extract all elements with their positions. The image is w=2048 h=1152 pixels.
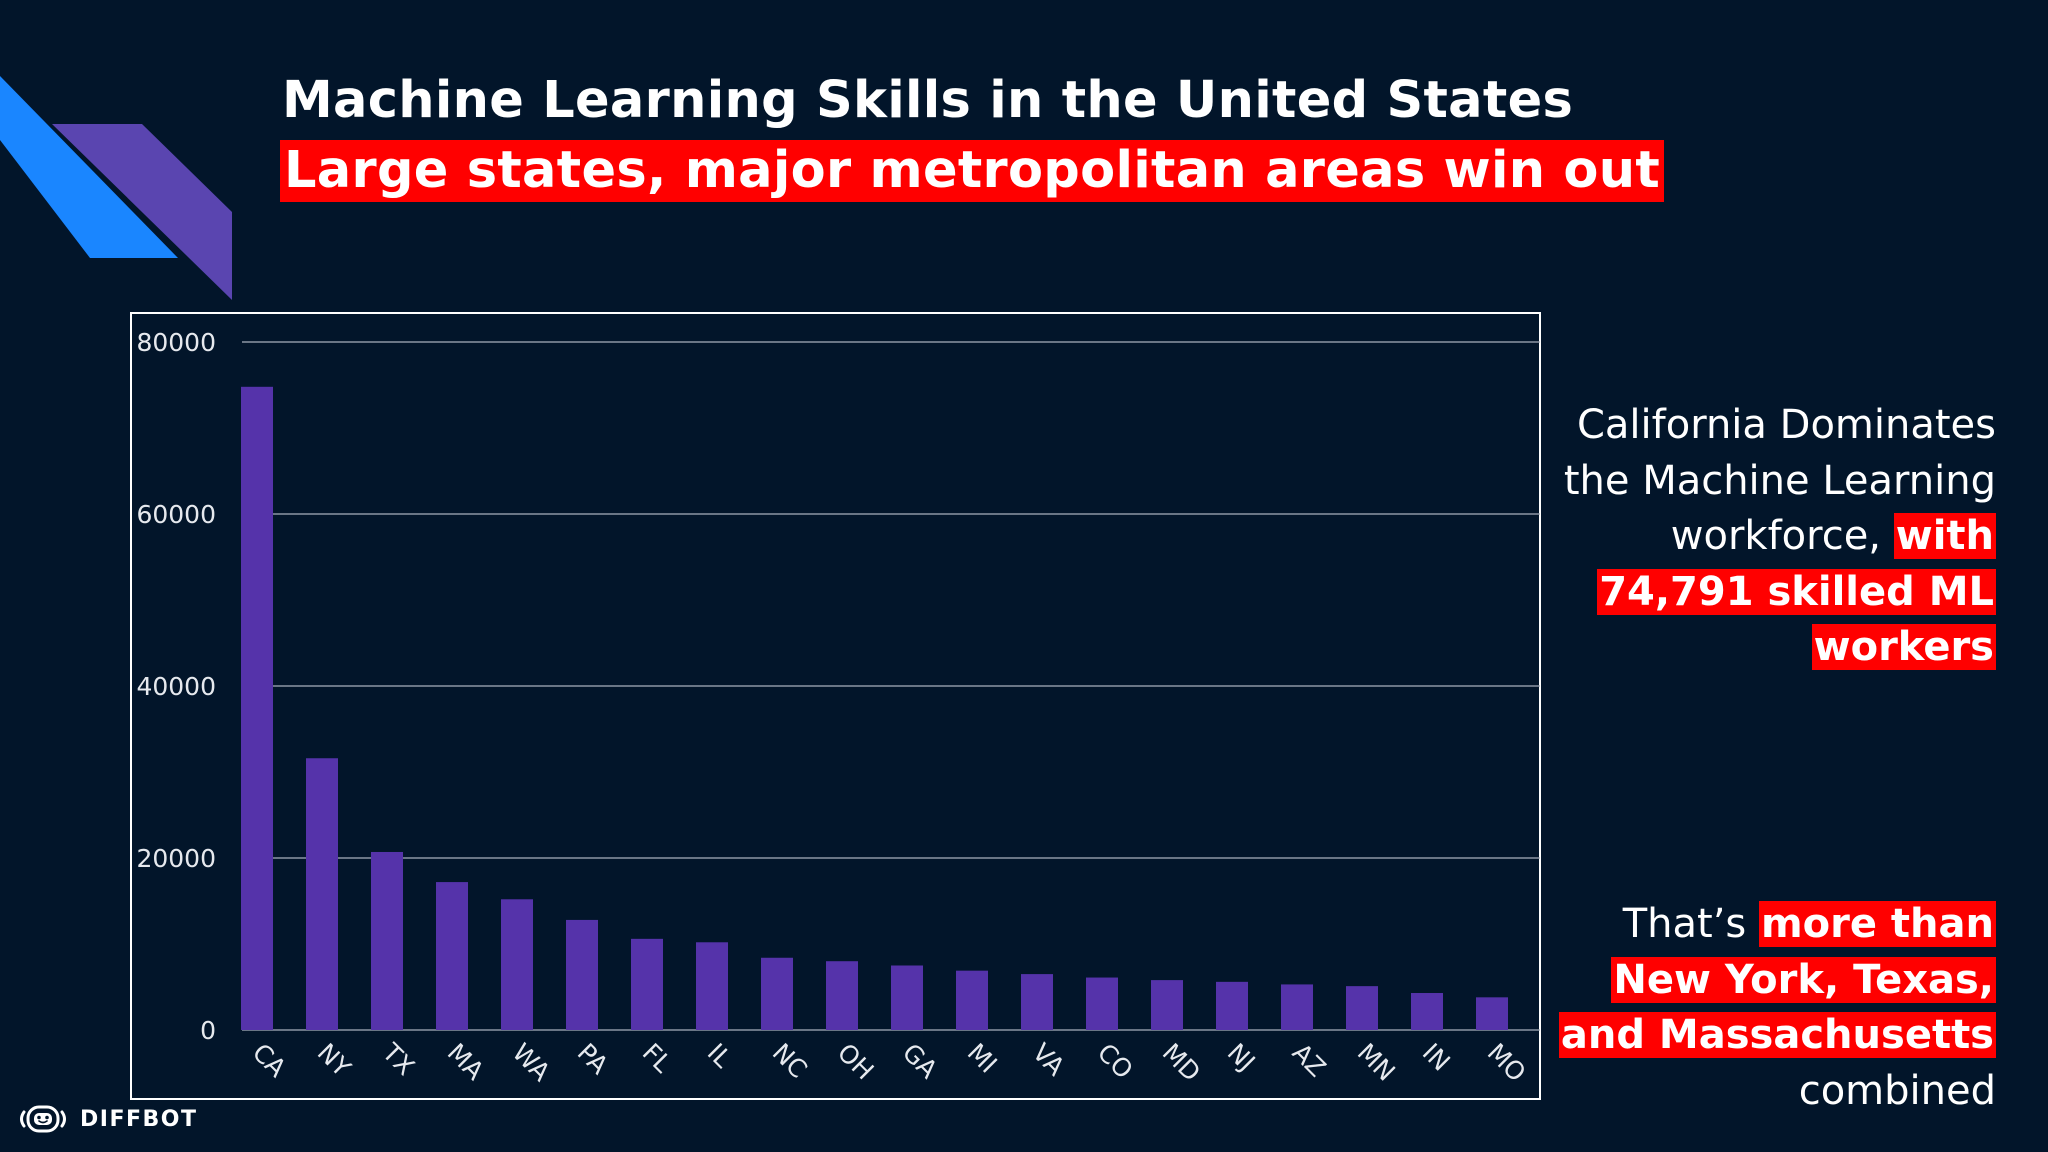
bar-ga <box>891 965 923 1030</box>
x-tick-label: PA <box>572 1038 614 1080</box>
bar-tx <box>371 851 403 1030</box>
y-tick-label: 80000 <box>136 328 216 357</box>
x-tick-label: IN <box>1417 1038 1456 1077</box>
x-tick-label: FL <box>637 1038 678 1079</box>
y-tick-label: 20000 <box>136 844 216 873</box>
x-tick-label: OH <box>832 1038 880 1086</box>
bar-md <box>1151 980 1183 1030</box>
x-tick-label: AZ <box>1287 1038 1332 1083</box>
x-tick-label: MA <box>442 1038 490 1086</box>
bar-fl <box>631 938 663 1030</box>
callout-california-text: California Dominates the Machine Learnin… <box>1563 402 1996 559</box>
x-tick-label: NJ <box>1222 1038 1261 1077</box>
slide-title: Machine Learning Skills in the United St… <box>282 71 1574 130</box>
callout-comparison: That’s more than New York, Texas, and Ma… <box>1556 897 1996 1119</box>
y-tick-label: 40000 <box>136 672 216 701</box>
bar-oh <box>826 961 858 1030</box>
callout-comparison-highlight: more than New York, Texas, and Massachus… <box>1558 901 1996 1058</box>
brand-logo: DIFFBOT <box>16 1102 197 1136</box>
bar-co <box>1086 977 1118 1030</box>
bar-il <box>696 942 728 1030</box>
corner-decoration <box>0 76 232 300</box>
slide-subtitle: Large states, major metropolitan areas w… <box>280 140 1665 202</box>
callout-california: California Dominates the Machine Learnin… <box>1556 398 1996 676</box>
x-tick-label: CO <box>1092 1038 1139 1085</box>
bar-mi <box>956 970 988 1030</box>
decor-purple-stripe <box>52 124 232 300</box>
callout-comparison-text-after: combined <box>1798 1067 1996 1114</box>
bar-nc <box>761 957 793 1030</box>
decor-blue-stripe <box>0 76 178 258</box>
x-tick-label: MN <box>1352 1038 1401 1087</box>
bar-az <box>1281 984 1313 1030</box>
x-tick-label: WA <box>507 1038 556 1087</box>
x-tick-label: CA <box>247 1038 292 1083</box>
y-tick-label: 0 <box>200 1016 216 1045</box>
bar-ca <box>241 386 273 1031</box>
robot-face-icon <box>20 1105 66 1133</box>
bar-chart: 0 20000 40000 60000 80000 CA NY TX MA WA PA FL IL NC O… <box>136 328 1540 1088</box>
x-tick-label: MD <box>1157 1038 1206 1087</box>
x-tick-label: GA <box>897 1038 943 1084</box>
bar-wa <box>501 899 533 1030</box>
x-tick-label: MO <box>1482 1038 1532 1088</box>
bar-va <box>1021 974 1053 1030</box>
bar-pa <box>566 919 598 1030</box>
bar-ny <box>306 758 338 1030</box>
x-tick-label: IL <box>702 1038 738 1074</box>
bar-in <box>1411 993 1443 1030</box>
x-tick-label: VA <box>1027 1038 1071 1082</box>
brand-name: DIFFBOT <box>80 1106 198 1132</box>
bar-mo <box>1476 997 1508 1030</box>
x-tick-label: NC <box>767 1038 813 1084</box>
x-tick-label: TX <box>376 1037 420 1081</box>
bar-ma <box>436 882 468 1030</box>
chart-frame <box>130 312 1541 1100</box>
x-tick-label: NY <box>312 1038 357 1083</box>
x-tick-label: MI <box>962 1038 1003 1079</box>
callout-comparison-text-before: That’s <box>1622 901 1759 947</box>
bar-nj <box>1216 981 1248 1030</box>
bar-mn <box>1346 986 1378 1030</box>
y-tick-label: 60000 <box>136 500 216 529</box>
